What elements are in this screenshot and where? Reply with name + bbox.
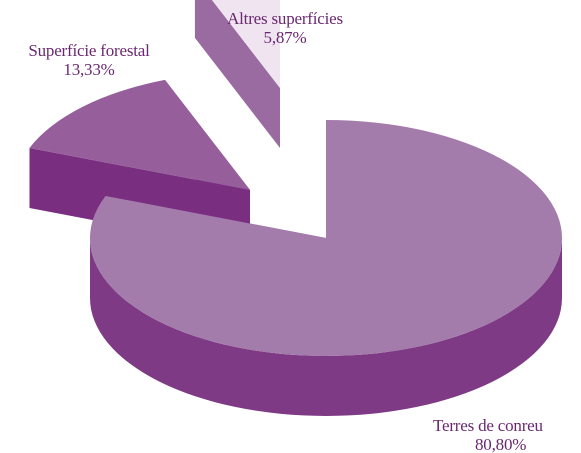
slice-label-name: Altres superfícies xyxy=(227,9,343,28)
slice-label-value: 80,80% xyxy=(475,435,527,453)
slice-label-value: 5,87% xyxy=(263,28,307,47)
slice-label-altres-superficies: Altres superfícies 5,87% xyxy=(207,9,363,47)
slice-label-value: 13,33% xyxy=(63,60,115,79)
slice-terres-de-conreu xyxy=(89,120,563,356)
slice-label-superficie-forestal: Superfície forestal 13,33% xyxy=(8,41,170,79)
slice-label-name: Terres de conreu xyxy=(433,416,543,435)
slice-wall-altres-superficies-0 xyxy=(194,0,280,148)
slice-outer-wall-terres-de-conreu xyxy=(90,238,562,416)
slice-label-name: Superfície forestal xyxy=(28,41,150,60)
slice-superficie-forestal xyxy=(29,79,251,190)
slice-altres-superficies xyxy=(211,0,280,88)
slice-label-terres-de-conreu: Terres de conreu 80,80% xyxy=(433,416,581,453)
